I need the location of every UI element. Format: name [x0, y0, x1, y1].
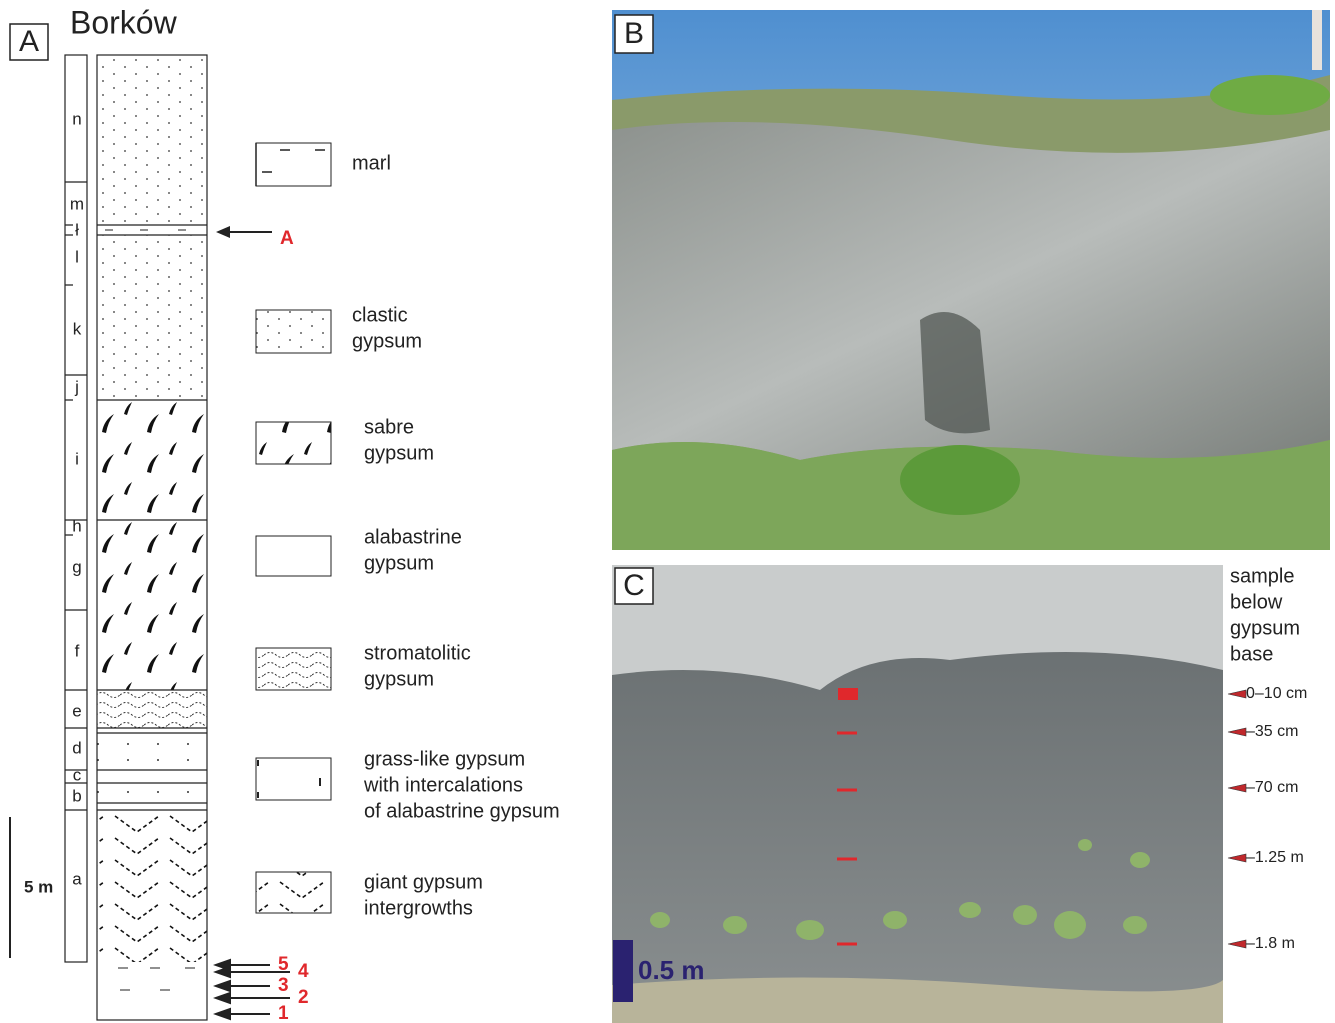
sample-label: 1 [278, 1003, 289, 1023]
panel-label-box [9, 23, 49, 61]
depth-label: –1.25 m [1246, 849, 1304, 866]
legend-label: gypsum [364, 442, 434, 464]
unit-label: l [75, 247, 79, 266]
unit-label: a [72, 869, 82, 888]
unit-boundaries [65, 181, 87, 811]
depth-label: –1.8 m [1246, 935, 1295, 952]
unit-label: j [74, 377, 79, 396]
marker-label: A [280, 228, 294, 249]
sample-mark [838, 688, 858, 700]
unit-label: b [72, 786, 81, 805]
legend-label: gypsum [364, 668, 434, 690]
heading-line: base [1230, 643, 1273, 665]
unit-label: ł [75, 220, 79, 239]
legend-label: gypsum [352, 330, 422, 352]
legend-label: marl [352, 152, 391, 174]
unit-label: k [73, 319, 82, 338]
sample-arrow [213, 991, 290, 1005]
sample-label: 4 [298, 961, 309, 982]
unit-label: e [72, 701, 81, 720]
legend-label: gypsum [364, 552, 434, 574]
sample-label: 3 [278, 975, 289, 996]
sample-arrow [213, 965, 290, 979]
legend-label: of alabastrine gypsum [364, 800, 560, 822]
depth-label: 0–10 cm [1246, 685, 1307, 702]
panel-b: B [612, 10, 1330, 550]
unit-column [64, 54, 88, 963]
unit-label: i [75, 449, 79, 468]
sample-label: 5 [278, 954, 289, 975]
depth-arrow [1227, 783, 1247, 793]
scale-bar [613, 940, 633, 1002]
unit-label: n [72, 109, 81, 128]
scale-label: 0.5 m [638, 955, 705, 985]
sample-label: 2 [298, 987, 309, 1008]
panel-label: C [623, 569, 645, 602]
unit-label: g [72, 557, 81, 576]
unit-label: d [72, 738, 81, 757]
legend-label: clastic [352, 304, 408, 326]
unit-label: f [75, 641, 80, 660]
legend [255, 142, 332, 914]
depth-arrow [1227, 727, 1247, 737]
depth-label: –70 cm [1246, 779, 1298, 796]
legend-label: intergrowths [364, 897, 473, 919]
panel-label: A [19, 25, 39, 58]
depth-arrow [1227, 939, 1247, 949]
legend-label: with intercalations [363, 774, 523, 796]
sample-marks [837, 731, 857, 946]
marker-arrow [216, 226, 230, 238]
panel-a: A Borków 5 m A [9, 4, 294, 1021]
unit-label: m [70, 194, 84, 213]
depth-label: –35 cm [1246, 723, 1298, 740]
legend-label: giant gypsum [364, 871, 483, 893]
panel-label: B [624, 17, 644, 50]
legend-label: stromatolitic [364, 642, 471, 664]
depth-arrow [1227, 853, 1247, 863]
depth-arrow [1227, 689, 1247, 699]
unit-label: c [73, 765, 82, 784]
scale-label: 5 m [24, 877, 53, 896]
heading-line: gypsum [1230, 617, 1300, 639]
section-title: Borków [70, 4, 178, 40]
legend-label: sabre [364, 416, 414, 438]
lithology-column [96, 54, 208, 1021]
sample-arrow [213, 1007, 270, 1021]
unit-label: h [72, 516, 81, 535]
legend-label: grass-like gypsum [364, 748, 525, 770]
legend-label: alabastrine [364, 526, 462, 548]
sample-arrow [213, 979, 270, 993]
heading-line: sample [1230, 565, 1294, 587]
panel-c: 0.5 m C [612, 565, 1223, 1023]
heading-line: below [1230, 591, 1283, 613]
